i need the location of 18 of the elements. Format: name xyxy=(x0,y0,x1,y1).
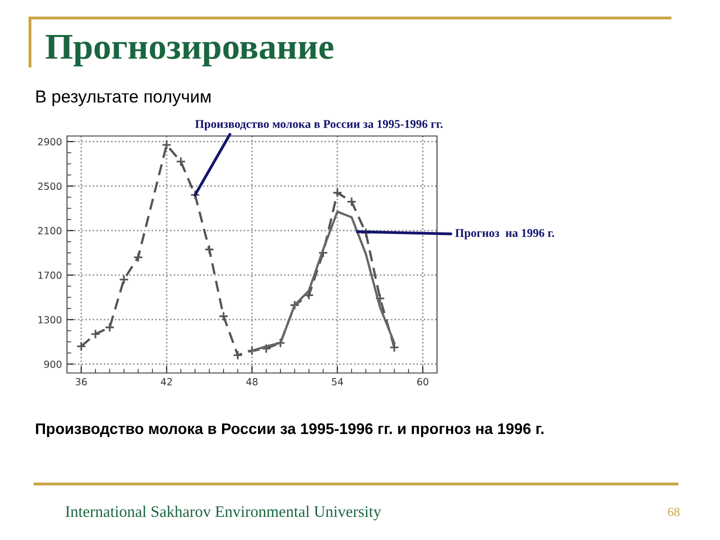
x-tick-label: 60 xyxy=(417,378,428,386)
y-tick-label: 1700 xyxy=(38,272,62,279)
x-tick-label: 54 xyxy=(332,378,344,386)
y-tick-label: 2900 xyxy=(38,138,62,146)
y-tick-label: 900 xyxy=(44,360,62,368)
x-tick-label: 36 xyxy=(76,378,87,386)
text: International Sakharov Environmental University xyxy=(66,506,382,520)
y-tick-label: 2100 xyxy=(38,227,62,234)
chart-subtitle: В результате получим xyxy=(36,90,210,106)
x-tick-label: 48 xyxy=(246,378,258,386)
annotation: Производство молока в России за 1995-1996 гг. xyxy=(195,120,443,130)
annotation: Прогноз на 1996 г. xyxy=(455,229,554,240)
chart-title: Прогнозирование xyxy=(46,35,334,66)
y-tick-label: 1300 xyxy=(38,316,62,324)
text: 68 xyxy=(668,508,680,516)
y-tick-label: 2500 xyxy=(38,182,62,190)
x-tick-label: 42 xyxy=(160,378,172,386)
text: Производство молока в России за 1995-1996 гг. и прогноз на 1996 г. xyxy=(36,423,544,438)
